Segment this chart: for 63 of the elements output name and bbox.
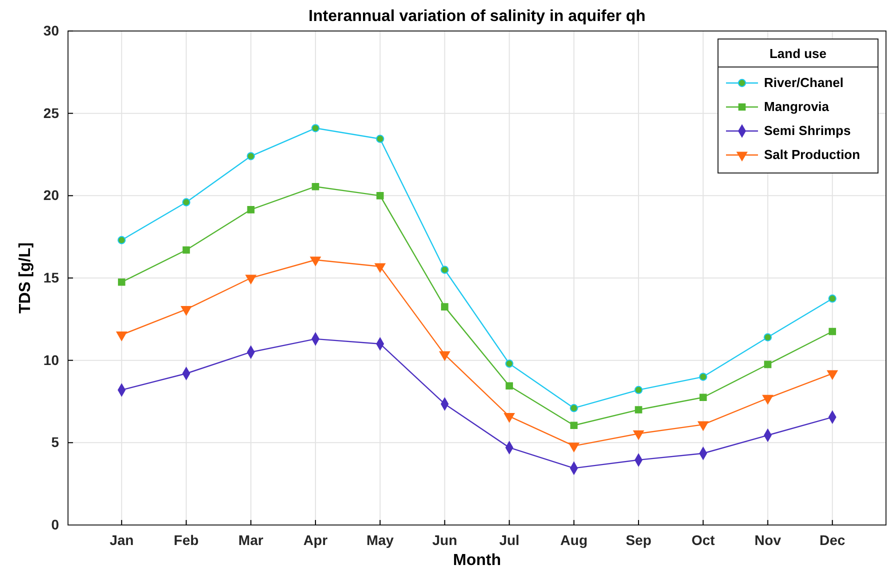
point — [634, 406, 642, 414]
point — [246, 152, 255, 160]
x-axis-title: Month — [453, 552, 501, 568]
point — [698, 421, 708, 431]
point — [246, 274, 256, 284]
point — [441, 303, 448, 310]
y-tick-label: 0 — [51, 516, 60, 532]
point — [764, 360, 772, 368]
chart-title: Interannual variation of salinity in aquifer qh — [308, 8, 646, 25]
point — [568, 442, 580, 452]
point — [570, 404, 578, 412]
point — [699, 394, 707, 402]
point — [182, 198, 190, 206]
point — [376, 192, 384, 200]
legend-title: Land use — [769, 46, 827, 61]
point — [310, 256, 321, 266]
y-tick-label: 5 — [51, 434, 60, 450]
point — [440, 266, 449, 274]
point — [634, 386, 643, 394]
point — [827, 370, 838, 380]
y-tick-label: 20 — [43, 187, 60, 204]
x-tick-label: Feb — [174, 532, 199, 548]
x-tick-label: Oct — [691, 532, 716, 548]
y-tick-label: 30 — [43, 22, 60, 38]
point — [180, 306, 192, 316]
point — [633, 430, 644, 440]
point — [828, 294, 836, 303]
point — [439, 351, 450, 361]
x-tick-label: Nov — [754, 532, 782, 548]
point — [764, 333, 772, 342]
x-tick-label: Jul — [499, 532, 520, 548]
point — [505, 360, 514, 368]
point — [118, 236, 126, 244]
point — [376, 134, 384, 143]
y-tick-label: 25 — [43, 104, 60, 121]
point — [312, 182, 320, 190]
x-tick-label: Aug — [560, 532, 588, 548]
legend-label: Semi Shrimps — [764, 123, 851, 138]
legend-label: Salt Production — [764, 147, 860, 162]
point — [504, 413, 515, 422]
x-tick-label: Mar — [238, 532, 264, 548]
x-tick-label: Jan — [110, 532, 134, 548]
legend-label: River/Chanel — [764, 75, 844, 90]
point — [570, 422, 578, 430]
point — [828, 328, 836, 336]
y-axis-title: TDS [g/L] — [17, 242, 34, 314]
point — [506, 382, 513, 390]
x-tick-label: Jun — [432, 532, 458, 548]
point — [182, 246, 190, 254]
x-tick-label: Apr — [303, 532, 328, 548]
point — [699, 372, 708, 381]
x-tick-label: Sep — [626, 532, 652, 548]
y-tick-label: 15 — [43, 269, 60, 286]
point — [118, 278, 126, 286]
point — [374, 263, 386, 273]
x-tick-label: May — [366, 532, 394, 548]
point — [116, 332, 127, 341]
y-tick-label: 10 — [43, 352, 60, 368]
x-tick-label: Dec — [820, 532, 846, 548]
legend-label: Mangrovia — [764, 99, 830, 114]
point — [247, 206, 255, 214]
point — [311, 124, 320, 132]
point — [762, 394, 774, 404]
